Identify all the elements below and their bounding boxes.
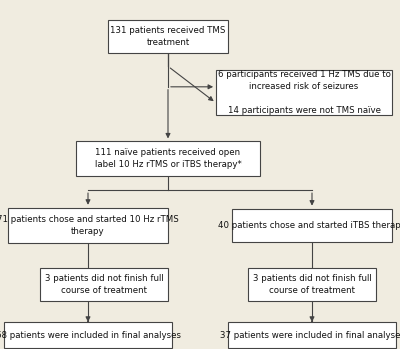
Text: 6 participants received 1 Hz TMS due to
increased risk of seizures

14 participa: 6 participants received 1 Hz TMS due to … — [218, 70, 390, 115]
Text: 111 naïve patients received open
label 10 Hz rTMS or iTBS therapy*: 111 naïve patients received open label 1… — [95, 148, 241, 169]
FancyBboxPatch shape — [108, 20, 228, 53]
Text: 3 patients did not finish full
course of treatment: 3 patients did not finish full course of… — [45, 274, 163, 295]
Text: 131 patients received TMS
treatment: 131 patients received TMS treatment — [110, 26, 226, 47]
FancyBboxPatch shape — [4, 322, 172, 348]
FancyBboxPatch shape — [228, 322, 396, 348]
FancyBboxPatch shape — [216, 70, 392, 115]
Text: 37 patients were included in final analyses: 37 patients were included in final analy… — [220, 331, 400, 340]
Text: 3 patients did not finish full
course of treatment: 3 patients did not finish full course of… — [253, 274, 371, 295]
FancyBboxPatch shape — [8, 208, 168, 243]
Text: 68 patients were included in final analyses: 68 patients were included in final analy… — [0, 331, 180, 340]
Text: 71 patients chose and started 10 Hz rTMS
therapy: 71 patients chose and started 10 Hz rTMS… — [0, 215, 179, 236]
FancyBboxPatch shape — [40, 268, 168, 301]
FancyBboxPatch shape — [76, 141, 260, 176]
FancyBboxPatch shape — [248, 268, 376, 301]
FancyBboxPatch shape — [232, 209, 392, 242]
Text: 40 patients chose and started iTBS therapy: 40 patients chose and started iTBS thera… — [218, 221, 400, 230]
